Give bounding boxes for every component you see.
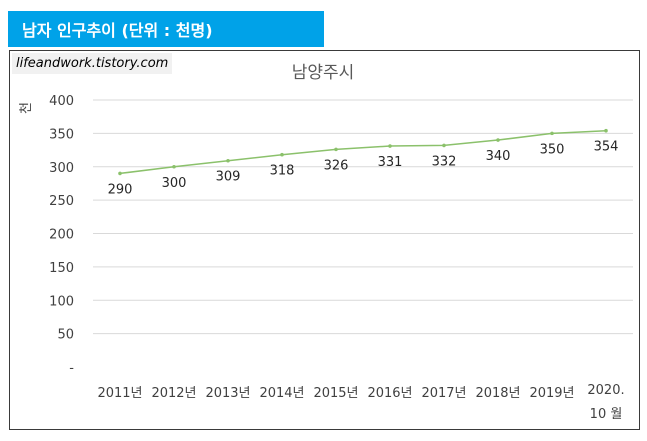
x-tick-label: 2019년 — [529, 386, 574, 401]
x-tick-label: 2012년 — [151, 386, 196, 401]
x-tick-label: 2015년 — [313, 386, 358, 401]
y-tick-label: 300 — [49, 161, 74, 176]
y-tick-label: 150 — [49, 261, 74, 276]
y-tick-label: 350 — [49, 127, 74, 142]
data-point — [604, 128, 608, 133]
data-point — [334, 147, 338, 152]
data-label: 340 — [486, 149, 511, 164]
series-line — [119, 129, 607, 175]
chart-title: 남양주시 — [292, 63, 355, 83]
data-point — [388, 144, 392, 148]
x-tick-label: 2011년 — [97, 386, 142, 401]
data-label: 350 — [540, 142, 565, 157]
x-tick-label: 2020. 10 월 — [587, 383, 624, 422]
header-title: 남자 인구추이 (단위 : 천명) — [22, 21, 213, 40]
x-tick-label: 2017년 — [421, 386, 466, 401]
data-label: 290 — [108, 182, 133, 197]
y-tick-label: 250 — [49, 194, 74, 209]
x-tick-label: 2013년 — [205, 386, 250, 401]
data-point — [280, 152, 284, 157]
data-point — [496, 138, 500, 142]
data-point — [226, 158, 230, 163]
watermark-text: lifeandwork.tistory.com — [12, 53, 173, 74]
y-tick-label: - — [69, 361, 74, 376]
x-tick-label: 2018년 — [475, 386, 520, 401]
x-tick-label: 2016년 — [367, 386, 412, 401]
data-label: 354 — [594, 140, 619, 155]
data-label: 331 — [378, 155, 403, 170]
data-label: 300 — [162, 176, 187, 191]
data-label: 309 — [216, 170, 241, 185]
data-point — [550, 131, 554, 136]
chart-frame: lifeandwork.tistory.com — [9, 50, 640, 430]
header-banner: 남자 인구추이 (단위 : 천명) — [8, 11, 324, 47]
data-point — [118, 171, 122, 176]
y-tick-label: 200 — [49, 228, 74, 243]
data-label: 318 — [270, 164, 295, 179]
data-point — [442, 143, 446, 148]
data-label: 326 — [324, 158, 349, 173]
data-label: 332 — [432, 154, 457, 169]
y-axis-label: 천 — [19, 102, 34, 114]
y-tick-label: 400 — [49, 94, 74, 109]
x-tick-label: 2014년 — [259, 386, 304, 401]
y-tick-label: 100 — [49, 294, 74, 309]
y-tick-label: 50 — [57, 328, 74, 343]
data-point — [172, 164, 176, 169]
